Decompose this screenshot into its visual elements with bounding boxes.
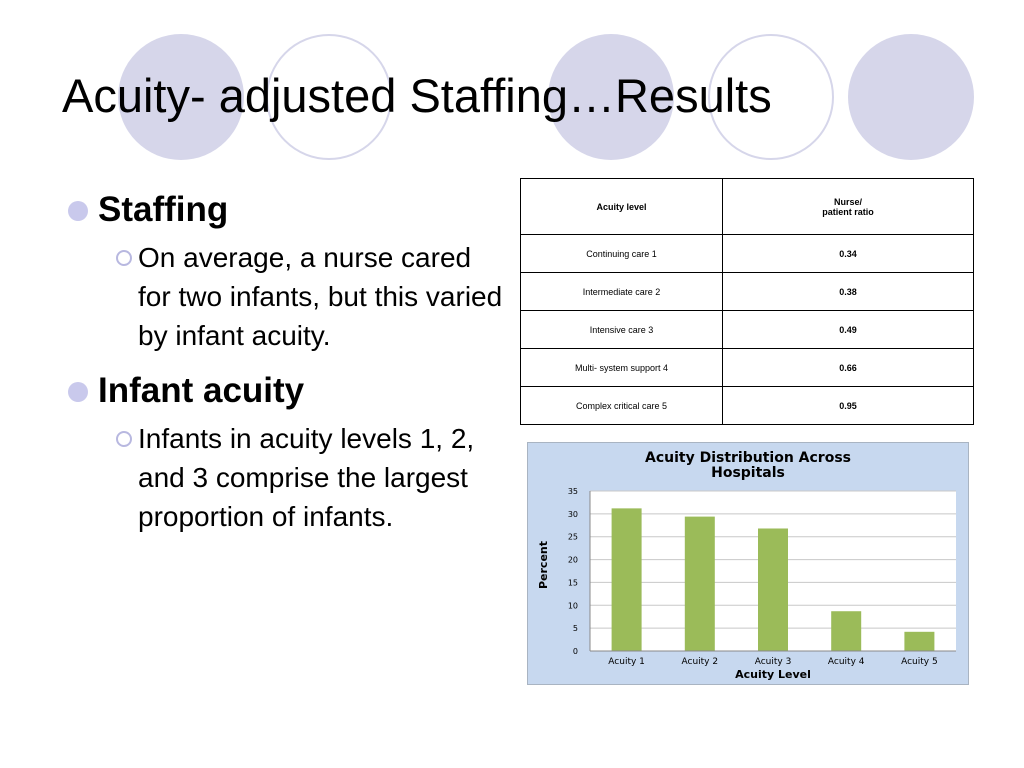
bar	[758, 528, 788, 651]
sub-bullet-staffing: On average, a nurse cared for two infant…	[116, 238, 504, 355]
chart-title-line-2: Hospitals	[711, 465, 785, 481]
y-tick-label: 10	[568, 601, 578, 610]
decor-circle-1	[118, 34, 244, 160]
header-line-1: Nurse/	[833, 196, 862, 207]
decor-ring-2	[708, 34, 834, 160]
cell-ratio: 0.34	[722, 234, 974, 273]
y-tick-label: 15	[568, 578, 578, 587]
cell-ratio: 0.49	[722, 310, 974, 349]
acuity-distribution-chart: Acuity Distribution Across Hospitals 0 5 1…	[527, 442, 969, 685]
table-row: Intermediate care 2 0.38	[520, 272, 974, 311]
header-acuity-level: Acuity level	[520, 178, 723, 235]
sub-bullet-text: On average, a nurse cared for two infant…	[138, 242, 503, 351]
table-row: Continuing care 1 0.34	[520, 234, 974, 273]
cell-level: Intensive care 3	[520, 310, 723, 349]
bullet-dot-icon	[68, 382, 88, 402]
ratio-table: Acuity level Nurse/ patient ratio Contin…	[520, 178, 974, 425]
cell-level: Intermediate care 2	[520, 272, 723, 311]
bar	[831, 611, 862, 651]
slide-title: Acuity- adjusted Staffing…Results	[62, 69, 772, 122]
y-axis-label: Percent	[537, 541, 550, 589]
sub-bullet-ring-icon	[116, 431, 132, 447]
bullet-staffing: Staffing	[64, 188, 504, 232]
table-row: Intensive care 3 0.49	[520, 310, 974, 349]
decor-circle-3	[848, 34, 974, 160]
sub-bullet-infant-acuity: Infants in acuity levels 1, 2, and 3 com…	[116, 419, 504, 536]
bullet-heading: Infant acuity	[98, 371, 305, 410]
sub-bullet-text: Infants in acuity levels 1, 2, and 3 com…	[138, 423, 475, 532]
bar	[904, 631, 935, 651]
x-axis-label: Acuity Level	[735, 668, 811, 681]
bullet-dot-icon	[68, 201, 88, 221]
cell-level: Continuing care 1	[520, 234, 723, 273]
y-tick-label: 0	[573, 647, 578, 656]
bullet-heading: Staffing	[98, 190, 229, 229]
cell-level: Multi- system support 4	[520, 348, 723, 387]
x-tick-label: Acuity 1	[608, 657, 645, 667]
bullet-list: Staffing On average, a nurse cared for t…	[64, 188, 504, 536]
bar	[611, 508, 642, 651]
cell-ratio: 0.38	[722, 272, 974, 311]
header-nurse-patient-ratio: Nurse/ patient ratio	[722, 178, 974, 235]
sub-bullet-ring-icon	[116, 250, 132, 266]
decor-ring-1	[266, 34, 392, 160]
bar	[684, 516, 715, 651]
table-header-row: Acuity level Nurse/ patient ratio	[520, 178, 974, 235]
y-tick-label: 30	[568, 510, 578, 519]
decor-circle-2	[548, 34, 674, 160]
table-row: Complex critical care 5 0.95	[520, 386, 974, 425]
table-row: Multi- system support 4 0.66	[520, 348, 974, 387]
x-tick-label: Acuity 5	[901, 657, 938, 667]
bullet-infant-acuity: Infant acuity	[64, 369, 504, 413]
y-tick-label: 25	[568, 533, 578, 542]
cell-ratio: 0.95	[722, 386, 974, 425]
x-tick-label: Acuity 4	[828, 657, 865, 667]
x-tick-label: Acuity 3	[755, 657, 792, 667]
cell-level: Complex critical care 5	[520, 386, 723, 425]
header-line-2: patient ratio	[822, 206, 874, 217]
y-tick-label: 5	[573, 624, 578, 633]
y-tick-label: 20	[568, 556, 578, 565]
chart-title-line-1: Acuity Distribution Across	[645, 450, 851, 466]
cell-ratio: 0.66	[722, 348, 974, 387]
y-tick-label: 35	[568, 487, 578, 496]
x-tick-label: Acuity 2	[682, 657, 719, 667]
